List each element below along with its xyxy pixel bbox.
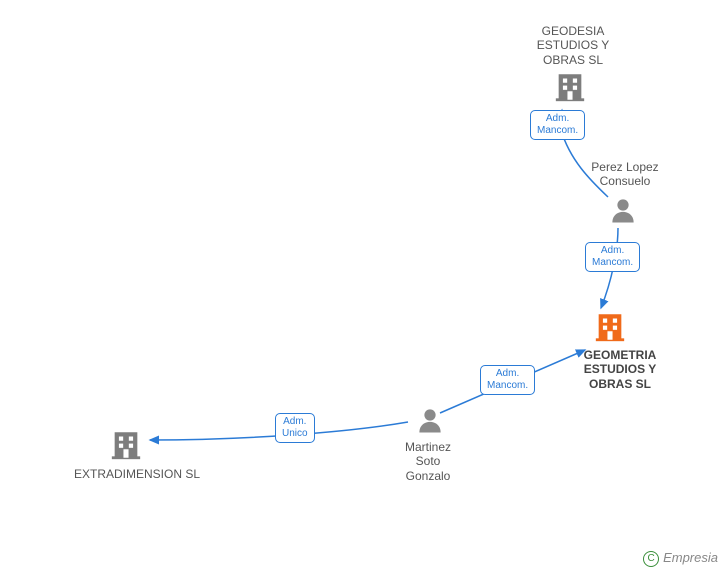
watermark-text: Empresia [663,550,718,565]
node-label-martinez: MartinezSotoGonzalo [388,440,468,483]
edge-label-martinez-geometria: Adm.Mancom. [480,365,535,395]
node-label-extradimension: EXTRADIMENSION SL [62,467,212,481]
edge-label-martinez-extradimension: Adm.Unico [275,413,315,443]
edge-label-perez-geometria: Adm.Mancom. [585,242,640,272]
person-icon [415,405,445,440]
edges-layer [0,0,728,575]
edge-label-perez-geodesia: Adm.Mancom. [530,110,585,140]
node-label-geometria: GEOMETRIAESTUDIOS YOBRAS SL [560,348,680,391]
node-label-perez: Perez LopezConsuelo [575,160,675,189]
building-icon [553,70,587,109]
person-icon [608,195,638,230]
node-label-geodesia: GEODESIAESTUDIOS YOBRAS SL [518,24,628,67]
building-icon [593,310,627,349]
watermark: C Empresia [643,550,718,567]
copyright-icon: C [643,551,659,567]
building-icon [109,428,143,467]
